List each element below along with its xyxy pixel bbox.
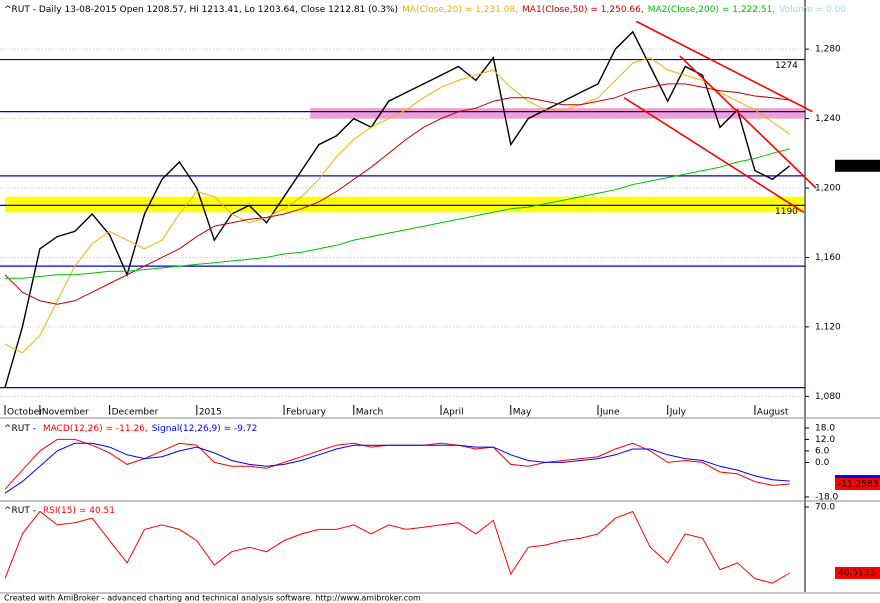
x-tick-label: October [7, 408, 43, 418]
header-title: ^RUT - [4, 506, 39, 516]
x-tick-label: December [112, 408, 159, 418]
x-tick-label: 2015 [199, 408, 222, 418]
plot-area [0, 30, 805, 397]
y-tick-label: 70.0 [815, 503, 835, 513]
legend-entry: Volume = 0.00 [779, 5, 846, 15]
trendline [679, 55, 817, 189]
level-label: 1190 [775, 207, 798, 217]
y-tick-label: 1,160 [815, 253, 841, 263]
header-title: ^RUT - Daily 13-08-2015 Open 1208.57, Hi… [4, 5, 398, 15]
y-tick-label: 0.0 [815, 458, 830, 468]
pane-header: ^RUT - MACD(12,26) = -11.26, Signal(12,26… [4, 424, 257, 434]
header-title: ^RUT - [4, 424, 39, 434]
trendline [635, 20, 813, 113]
x-tick-label: August [757, 408, 789, 418]
series-line [4, 57, 791, 354]
legend-entry: MACD(12,26) = -11.26, [43, 424, 148, 434]
band [310, 108, 804, 119]
y-tick-label: 1,120 [815, 322, 841, 332]
y-tick-label: 1,080 [815, 392, 841, 402]
end-label: 40.5133 [838, 568, 875, 578]
x-tick-label: March [356, 408, 383, 418]
end-label: -11.2583 [838, 480, 878, 490]
legend-entry: RSI(15) = 40.51 [43, 506, 115, 516]
legend-entry: MA1(Close,50) = 1,250.66, [522, 5, 644, 15]
x-tick-label: May [513, 408, 532, 418]
footer: Created with AmiBroker - advanced charti… [4, 594, 421, 603]
y-tick-label: 18.0 [815, 423, 835, 433]
pane-header: ^RUT - Daily 13-08-2015 Open 1208.57, Hi… [4, 5, 846, 15]
series-line [5, 148, 790, 279]
series-line [4, 510, 791, 584]
legend-entry: MA(Close,20) = 1,231.08, [402, 5, 518, 15]
y-tick-label: 12.0 [815, 435, 835, 445]
end-label-box [835, 478, 880, 491]
end-label-box [835, 159, 880, 172]
plot-area [4, 438, 790, 494]
plot-area [4, 510, 791, 584]
y-tick-label: 1,240 [815, 114, 841, 124]
pane-header: ^RUT - RSI(15) = 40.51 [4, 506, 115, 516]
x-tick-label: February [286, 408, 327, 418]
x-tick-label: June [599, 408, 620, 418]
legend-entry: MA2(Close,200) = 1,222.51, [648, 5, 775, 15]
x-tick-label: November [42, 408, 89, 418]
y-tick-label: 1,200 [815, 184, 841, 194]
y-tick-label: 1,280 [815, 45, 841, 55]
x-tick-label: July [669, 408, 687, 418]
legend-entry: Signal(12,26,9) = -9.72 [152, 424, 258, 434]
end-label-box [835, 566, 880, 579]
x-tick-label: April [443, 408, 464, 418]
trendline [623, 97, 805, 213]
level-label: 1274 [775, 61, 798, 71]
y-tick-label: -18.0 [815, 492, 839, 502]
end-label: 1,212.81 [838, 161, 878, 171]
series-line [4, 442, 790, 494]
y-tick-label: 6.0 [815, 446, 830, 456]
band [5, 196, 804, 213]
